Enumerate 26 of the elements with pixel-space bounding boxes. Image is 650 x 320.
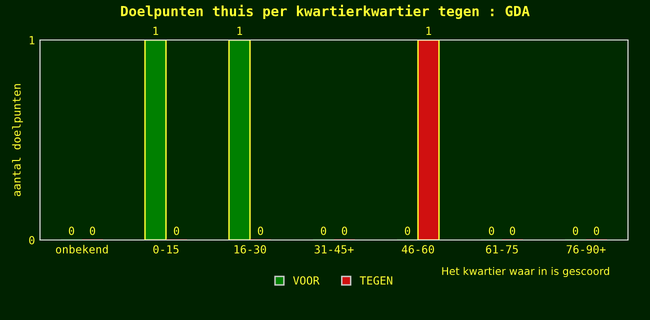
x-tick-label: 16-30 [234, 245, 266, 254]
data-label: 0 [404, 226, 410, 236]
data-label: 0 [510, 226, 516, 236]
data-label: 0 [258, 226, 264, 236]
data-label: 0 [594, 226, 600, 236]
x-tick-label: 0-15 [153, 245, 178, 254]
data-label: 0 [342, 226, 348, 236]
data-label: 0 [572, 226, 578, 236]
chart-title: Doelpunten thuis per kwartierkwartier tegen : GDA [121, 4, 530, 19]
legend-label: TEGEN [360, 276, 392, 285]
x-tick-label: 76-90+ [566, 245, 606, 254]
data-label: 1 [153, 26, 158, 35]
data-label: 0 [320, 226, 326, 236]
x-tick-label: 31-45+ [314, 245, 354, 254]
data-label: 0 [68, 226, 74, 236]
x-axis-title: Het kwartier waar in is gescoord [442, 266, 610, 278]
data-label: 1 [237, 26, 242, 35]
x-tick-label: 46-60 [402, 245, 434, 254]
data-label: 1 [426, 26, 432, 35]
x-tick-label: 61-75 [486, 245, 518, 254]
legend-label: VOOR [293, 276, 320, 285]
x-tick-label: onbekend [56, 244, 108, 254]
data-label: 0 [90, 226, 96, 236]
data-label: 0 [174, 226, 180, 236]
y-axis-title: aantal doelpunten [12, 84, 23, 196]
data-label: 0 [488, 226, 494, 236]
